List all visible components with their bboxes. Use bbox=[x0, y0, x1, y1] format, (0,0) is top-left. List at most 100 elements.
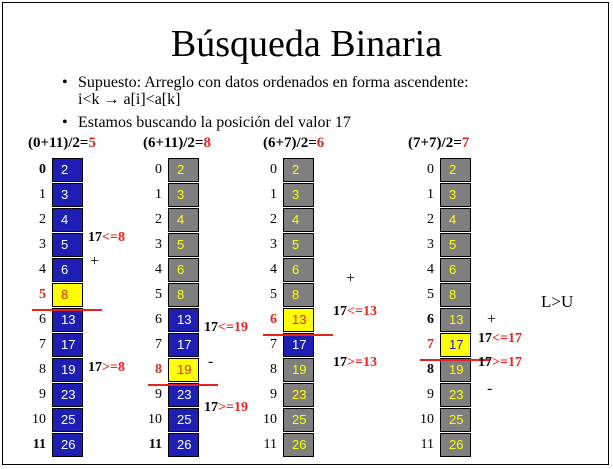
array-cell: 19 bbox=[283, 358, 314, 382]
step-formula: (6+7)/2=6 bbox=[263, 135, 324, 152]
array-index: 9 bbox=[39, 387, 46, 402]
array-cell: 2 bbox=[52, 158, 83, 182]
cmp-part: <=19 bbox=[218, 320, 248, 335]
array-cell: 19 bbox=[168, 358, 199, 382]
formula-mid: 6 bbox=[316, 135, 325, 151]
array-index: 6 bbox=[39, 312, 46, 327]
array-index: 2 bbox=[270, 212, 277, 227]
array-cell: 4 bbox=[168, 208, 199, 232]
slide-title: Búsqueda Binaria bbox=[170, 23, 443, 65]
array-index: 8 bbox=[427, 362, 434, 377]
array-index: 4 bbox=[155, 262, 162, 277]
array-cell: 3 bbox=[168, 183, 199, 207]
result-label: L>U bbox=[541, 292, 574, 311]
array-index: 5 bbox=[155, 287, 162, 302]
formula-mid: 7 bbox=[461, 135, 470, 151]
compare-le: 17<=17 bbox=[478, 331, 522, 347]
array-index: 5 bbox=[39, 287, 46, 302]
array-cell: 23 bbox=[168, 383, 199, 407]
array-index: 6 bbox=[270, 312, 277, 327]
formula-text: (6+11)/2= bbox=[143, 135, 204, 151]
sign-minus: - bbox=[208, 353, 214, 370]
array-cell: 26 bbox=[283, 433, 314, 457]
array-cell: 13 bbox=[168, 308, 199, 332]
bullet-marker: • bbox=[62, 74, 68, 91]
array-cell: 2 bbox=[283, 158, 314, 182]
mid-underline bbox=[32, 309, 102, 311]
compare-le: 17<=19 bbox=[204, 320, 248, 336]
array-cell: 3 bbox=[440, 183, 471, 207]
array-index: 0 bbox=[270, 162, 277, 177]
compare-ge: 17>=8 bbox=[88, 360, 125, 376]
array-index: 4 bbox=[270, 262, 277, 277]
bullet-1-line-2: i<k → a[i]<a[k] bbox=[78, 91, 181, 108]
mid-underline bbox=[263, 334, 333, 336]
array-cell: 4 bbox=[283, 208, 314, 232]
sign-plus: + bbox=[90, 253, 100, 270]
cmp-part: 17 bbox=[333, 304, 347, 319]
array-cell: 3 bbox=[52, 183, 83, 207]
array-cell: 8 bbox=[283, 283, 314, 307]
array-cell: 26 bbox=[52, 433, 83, 457]
array-cell: 19 bbox=[52, 358, 83, 382]
array-index: 6 bbox=[155, 312, 162, 327]
array-cell: 25 bbox=[168, 408, 199, 432]
array-index: 2 bbox=[39, 212, 46, 227]
compare-le: 17<=13 bbox=[333, 304, 377, 320]
array-index: 1 bbox=[155, 187, 162, 202]
array-cell: 17 bbox=[283, 333, 314, 357]
array-index: 2 bbox=[427, 212, 434, 227]
array-index: 0 bbox=[39, 162, 46, 177]
array-index: 5 bbox=[427, 287, 434, 302]
formula-mid: 8 bbox=[203, 135, 211, 151]
array-index: 4 bbox=[427, 262, 434, 277]
array-index: 9 bbox=[155, 387, 162, 402]
mid-underline bbox=[420, 359, 490, 361]
array-cell: 17 bbox=[52, 333, 83, 357]
array-index: 10 bbox=[32, 412, 46, 427]
array-index: 4 bbox=[39, 262, 46, 277]
array-cell: 4 bbox=[52, 208, 83, 232]
sign-plus: + bbox=[487, 311, 497, 328]
array-cell: 5 bbox=[283, 233, 314, 257]
array-cell: 5 bbox=[440, 233, 471, 257]
cmp-part: 17 bbox=[478, 355, 492, 370]
array-cell: 2 bbox=[168, 158, 199, 182]
array-cell: 17 bbox=[440, 333, 471, 357]
array-cell: 23 bbox=[283, 383, 314, 407]
array-cell: 17 bbox=[168, 333, 199, 357]
array-cell: 2 bbox=[440, 158, 471, 182]
array-index: 6 bbox=[427, 312, 434, 327]
array-cell: 25 bbox=[52, 408, 83, 432]
array-index: 11 bbox=[32, 437, 46, 452]
array-index: 10 bbox=[263, 412, 277, 427]
formula-mid: 5 bbox=[88, 135, 96, 151]
array-index: 8 bbox=[39, 362, 46, 377]
bullet-2-line-1: Estamos buscando la posición del valor 1… bbox=[78, 114, 351, 131]
compare-ge: 17>=17 bbox=[478, 355, 522, 371]
array-cell: 3 bbox=[283, 183, 314, 207]
array-index: 10 bbox=[148, 412, 162, 427]
array-cell: 13 bbox=[440, 308, 471, 332]
slide-frame bbox=[2, 2, 609, 465]
step-formula: (6+11)/2=8 bbox=[143, 135, 211, 152]
array-index: 3 bbox=[155, 237, 162, 252]
cmp-part: <=17 bbox=[492, 331, 522, 346]
array-index: 1 bbox=[270, 187, 277, 202]
cmp-part: >=8 bbox=[102, 360, 125, 375]
array-index: 3 bbox=[39, 237, 46, 252]
cmp-part: <=13 bbox=[347, 304, 377, 319]
compare-ge: 17>=13 bbox=[333, 355, 377, 371]
array-index: 9 bbox=[427, 387, 434, 402]
array-cell: 13 bbox=[52, 308, 83, 332]
sign-plus: + bbox=[346, 270, 356, 287]
array-index: 5 bbox=[270, 287, 277, 302]
array-index: 11 bbox=[420, 437, 434, 452]
array-cell: 6 bbox=[52, 258, 83, 282]
mid-underline bbox=[148, 384, 218, 386]
formula-text: (0+11)/2= bbox=[28, 135, 89, 151]
array-cell: 23 bbox=[440, 383, 471, 407]
array-index: 0 bbox=[155, 162, 162, 177]
cmp-part: >=19 bbox=[218, 400, 248, 415]
bullet-1-line-1: Supuesto: Arreglo con datos ordenados en… bbox=[78, 74, 469, 91]
